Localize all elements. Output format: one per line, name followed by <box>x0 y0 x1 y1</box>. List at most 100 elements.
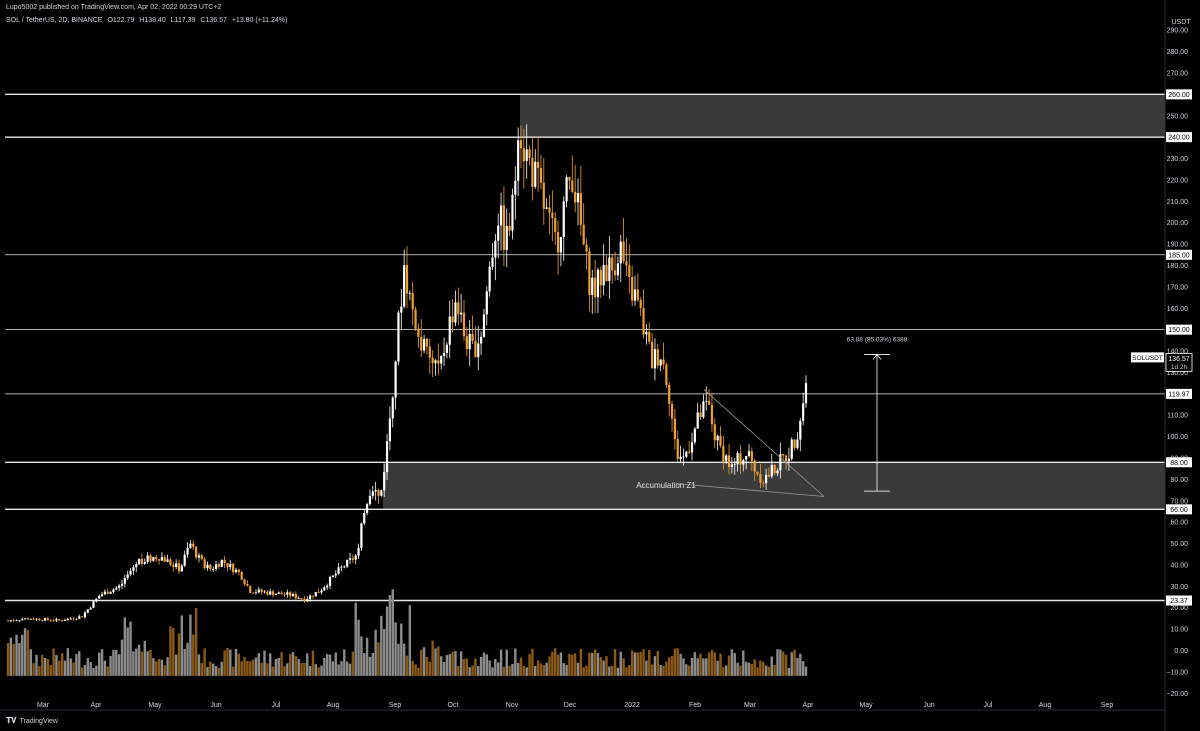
volume-bar <box>593 649 597 676</box>
volume-bar <box>739 665 742 676</box>
volume-bar <box>405 655 409 676</box>
volume-bar <box>365 637 369 676</box>
volume-bar <box>642 649 645 676</box>
volume-bar <box>545 662 548 676</box>
zones-layer <box>383 94 1165 510</box>
candle-body <box>770 464 773 477</box>
volume-bar <box>596 653 600 676</box>
candle-body <box>52 620 55 622</box>
volume-bar <box>72 662 75 676</box>
volume-bar <box>519 657 523 676</box>
volume-bar <box>579 648 583 676</box>
candle-body <box>98 595 101 599</box>
candle-body <box>656 349 659 366</box>
volume-bar <box>653 656 657 676</box>
candle-body <box>55 619 58 621</box>
candle-body <box>346 559 349 567</box>
volume-bar <box>548 656 551 676</box>
symbol-name[interactable]: SOL / TetherUS, 2D, BINANCE <box>6 17 103 24</box>
volume-bar <box>371 652 374 676</box>
volume-bar <box>135 648 138 676</box>
candle-body <box>163 557 166 562</box>
candle-body <box>257 589 260 593</box>
candle-body <box>166 559 169 562</box>
candle-body <box>431 357 434 364</box>
y-tick-label: 250.00 <box>1167 113 1189 120</box>
volume-bar <box>736 662 739 676</box>
logo-text: TradingView <box>19 717 58 725</box>
volume-bar <box>243 657 246 676</box>
candle-body <box>613 270 617 276</box>
candle-body <box>442 353 446 356</box>
volume-bar <box>796 657 799 676</box>
volume-bar <box>474 658 477 676</box>
candle-body <box>189 543 192 548</box>
volume-bar <box>639 652 642 676</box>
candle-body <box>240 572 243 580</box>
volume-bar <box>491 667 494 676</box>
volume-bar <box>212 663 215 676</box>
y-tick-label: 80.00 <box>1170 477 1188 484</box>
volume-bar <box>585 665 588 676</box>
time-axis[interactable]: Mar Apr May Jun Jul Aug Sep Oct Nov Dec 2022 Feb Mar… <box>0 702 1165 711</box>
volume-bar <box>217 667 221 676</box>
candle-body <box>528 149 531 158</box>
volume-bar <box>599 657 602 676</box>
volume-bar <box>294 656 298 676</box>
volume-bar <box>311 650 315 676</box>
y-tick-label: 40.00 <box>1170 562 1188 569</box>
volume-bar <box>43 657 47 676</box>
candle-body <box>651 341 654 369</box>
wedge-upper-line <box>703 389 825 497</box>
candle-body <box>537 161 540 168</box>
volume-bar <box>155 661 158 676</box>
volume-bar <box>220 661 223 676</box>
candle-body <box>548 207 551 213</box>
candle-body <box>662 359 665 365</box>
candle-body <box>15 620 18 622</box>
volume-bar <box>422 647 426 676</box>
volume-bar <box>66 648 70 676</box>
y-tick-label: 200.00 <box>1167 220 1189 227</box>
volume-bar <box>260 662 263 676</box>
candle-body <box>237 569 240 573</box>
volume-bar <box>9 637 13 676</box>
price-axis[interactable]: 290.00 280.00 270.00 260.00 250.00 240.00 230.… <box>1131 0 1193 731</box>
candle-body <box>269 591 272 595</box>
candle-body <box>277 592 280 594</box>
candle-body <box>149 555 152 561</box>
level-price-badge <box>1166 89 1192 100</box>
candle-body <box>457 302 460 315</box>
candle-body <box>197 555 201 558</box>
candle-body <box>283 594 286 596</box>
candle-body <box>26 618 30 620</box>
candle-body <box>229 563 232 568</box>
x-tick-label: Nov <box>506 702 519 709</box>
y-tick-label: 230.00 <box>1167 156 1189 163</box>
candle-body <box>474 340 477 358</box>
volume-bar <box>143 640 146 676</box>
volume-bar <box>787 667 791 676</box>
candle-body <box>89 607 92 610</box>
volume-bar <box>437 646 440 676</box>
candle-body <box>434 360 437 364</box>
volume-bar <box>468 667 471 676</box>
candle-body <box>574 191 577 203</box>
candle-body <box>192 543 195 547</box>
candle-body <box>135 564 138 568</box>
candle-body <box>485 291 488 315</box>
candle-body <box>534 161 537 187</box>
volume-bar <box>343 649 346 676</box>
candle-body <box>41 620 44 621</box>
candle-body <box>625 261 628 266</box>
volume-bar <box>189 614 192 676</box>
level-price-label: 88.00 <box>1170 460 1188 467</box>
volume-bar <box>650 664 654 676</box>
tradingview-logo[interactable]: 𝐓𝐕 TradingView <box>6 716 58 726</box>
volume-bar <box>263 650 266 676</box>
volume-bar <box>733 653 736 676</box>
candle-body <box>371 491 374 496</box>
volume-bar <box>374 629 377 676</box>
candle-body <box>787 458 790 462</box>
